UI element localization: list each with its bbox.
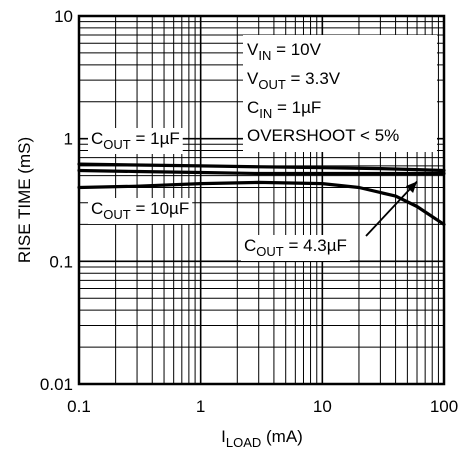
label-rest: = 4.3µF xyxy=(284,236,347,255)
x-tick-label: 100 xyxy=(430,397,458,416)
x-axis-title: ILOAD (mA) xyxy=(221,427,303,450)
label-text: COUT = 10µF xyxy=(91,199,189,222)
condition-value: = 10V xyxy=(271,40,321,59)
condition-subscript: IN xyxy=(258,48,271,63)
conditions-background xyxy=(243,35,437,152)
label-main: C xyxy=(244,236,256,255)
label-text: COUT = 1µF xyxy=(91,129,180,152)
label-background xyxy=(88,198,193,224)
condition-line: VIN = 10V xyxy=(247,40,322,63)
x-tick-label: 10 xyxy=(313,397,332,416)
y-tick-label: 10 xyxy=(54,7,73,26)
series-label: COUT = 1µF xyxy=(88,128,183,154)
label-rest: = 10µF xyxy=(131,199,189,218)
y-axis-title: RISE TIME (mS) xyxy=(15,137,34,263)
label-subscript: OUT xyxy=(256,244,284,259)
condition-main: V xyxy=(247,40,259,59)
condition-subscript: IN xyxy=(259,106,272,121)
label-subscript: OUT xyxy=(103,207,131,222)
series-line xyxy=(77,162,446,173)
condition-subscript: OUT xyxy=(258,77,286,92)
label-background xyxy=(241,235,350,261)
condition-value: = 1µF xyxy=(272,98,321,117)
series-line xyxy=(77,180,446,226)
y-tick-label: 1 xyxy=(64,130,73,149)
curves xyxy=(77,162,446,226)
condition-line: VOUT = 3.3V xyxy=(247,69,341,92)
y-tick-label: 0.1 xyxy=(49,252,73,271)
condition-line: OVERSHOOT < 5% xyxy=(247,126,399,145)
annotation-arrow-head xyxy=(405,181,417,193)
condition-main: C xyxy=(247,98,259,117)
tick-labels: 0.1 1 10 100 10 1 0.1 0.01 xyxy=(40,7,458,416)
label-main: C xyxy=(91,199,103,218)
x-tick-label: 1 xyxy=(196,397,205,416)
y-tick-label: 0.01 xyxy=(40,375,73,394)
condition-value: = 3.3V xyxy=(286,69,341,88)
condition-line: CIN = 1µF xyxy=(247,98,321,121)
annotation-arrow xyxy=(365,180,418,237)
condition-main: V xyxy=(247,69,259,88)
label-text: COUT = 4.3µF xyxy=(244,236,347,259)
label-background xyxy=(88,128,183,154)
label-main: C xyxy=(91,129,103,148)
condition-value: OVERSHOOT < 5% xyxy=(247,126,399,145)
x-tick-label: 0.1 xyxy=(67,397,91,416)
series-label: COUT = 10µF xyxy=(88,198,193,224)
label-rest: = 1µF xyxy=(131,129,180,148)
plot-frame xyxy=(77,14,446,386)
series-line xyxy=(77,168,446,176)
label-subscript: OUT xyxy=(103,137,131,152)
series-label: COUT = 4.3µF xyxy=(241,235,350,261)
